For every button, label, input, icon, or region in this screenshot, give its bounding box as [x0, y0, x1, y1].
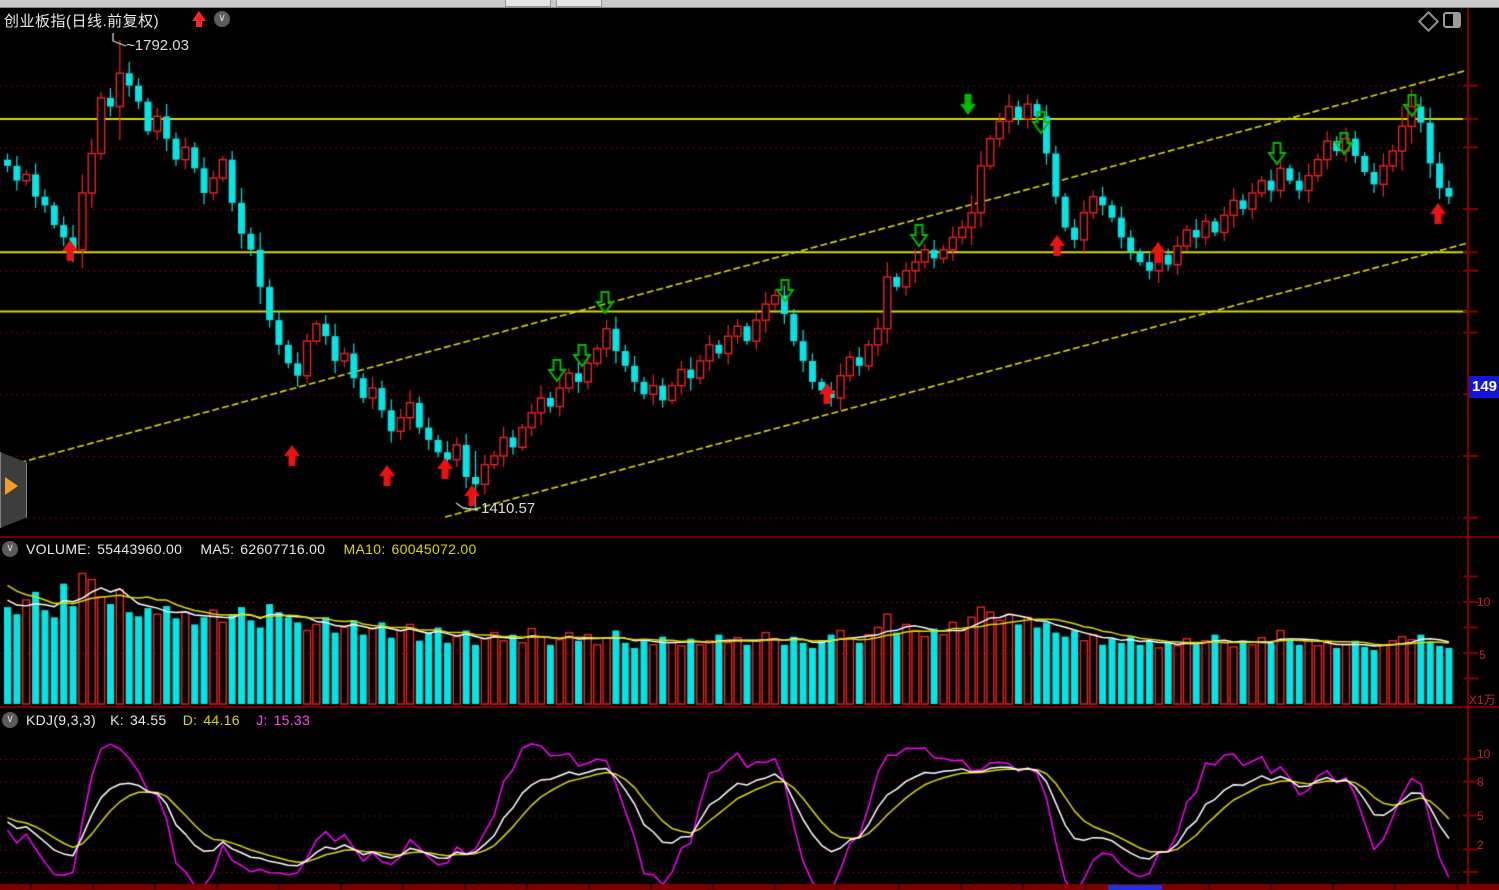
trend-up-icon	[192, 11, 206, 27]
volume-collapse-chevron-icon[interactable]: ∨	[2, 541, 18, 557]
kdj-header: KDJ(9,3,3) K: 34.55 D: 44.16 J: 15.33	[26, 712, 316, 728]
top-strip-segment[interactable]	[505, 0, 551, 7]
j-label: J:	[256, 712, 268, 728]
j-value: 15.33	[273, 712, 311, 728]
ma10-value: 60045072.00	[391, 541, 477, 557]
d-label: D:	[182, 712, 198, 728]
volume-label: VOLUME:	[26, 541, 92, 557]
top-strip-segment[interactable]	[556, 0, 602, 7]
left-panel-expander[interactable]	[0, 452, 27, 528]
volume-axis-lower: 5	[1479, 648, 1486, 662]
chevron-down-icon[interactable]: ∨	[214, 11, 230, 27]
window-top-strip	[0, 0, 1499, 8]
volume-value: 55443960.00	[97, 541, 183, 557]
volume-header: VOLUME: 55443960.00 MA5: 62607716.00 MA10:…	[26, 541, 483, 557]
kdj-name: KDJ(9,3,3)	[26, 712, 96, 728]
kdj-collapse-chevron-icon[interactable]: ∨	[2, 712, 18, 728]
chart-title: 创业板指(日线.前复权)	[4, 13, 160, 30]
ma10-label: MA10:	[343, 541, 386, 557]
split-panel-icon[interactable]	[1443, 12, 1461, 28]
kdj-axis-20: 2	[1477, 838, 1484, 852]
ma5-value: 62607716.00	[240, 541, 326, 557]
volume-axis-upper: 10	[1477, 595, 1491, 609]
volume-axis-unit: X1万	[1469, 693, 1496, 707]
kdj-axis-100: 10	[1477, 747, 1491, 761]
kdj-axis-50: 5	[1477, 809, 1484, 823]
kdj-axis-80: 8	[1477, 775, 1484, 789]
trough-price-annotation: 1410.57	[481, 500, 536, 517]
k-label: K:	[110, 712, 124, 728]
ma5-label: MA5:	[200, 541, 235, 557]
d-value: 44.16	[203, 712, 240, 728]
current-price-tag: 149	[1469, 376, 1499, 398]
k-value: 34.55	[129, 712, 167, 728]
peak-price-annotation: ~1792.03	[126, 37, 189, 54]
